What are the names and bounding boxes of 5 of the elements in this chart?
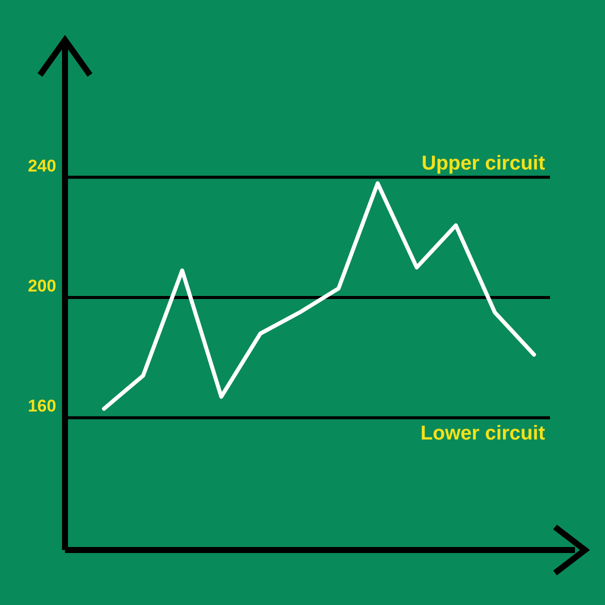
y-tick-label: 200 (28, 276, 56, 296)
y-tick-label: 240 (28, 156, 56, 176)
ref-line-label: Upper circuit (422, 152, 546, 174)
y-tick-label: 160 (28, 396, 56, 416)
ref-line-label: Lower circuit (420, 422, 546, 445)
